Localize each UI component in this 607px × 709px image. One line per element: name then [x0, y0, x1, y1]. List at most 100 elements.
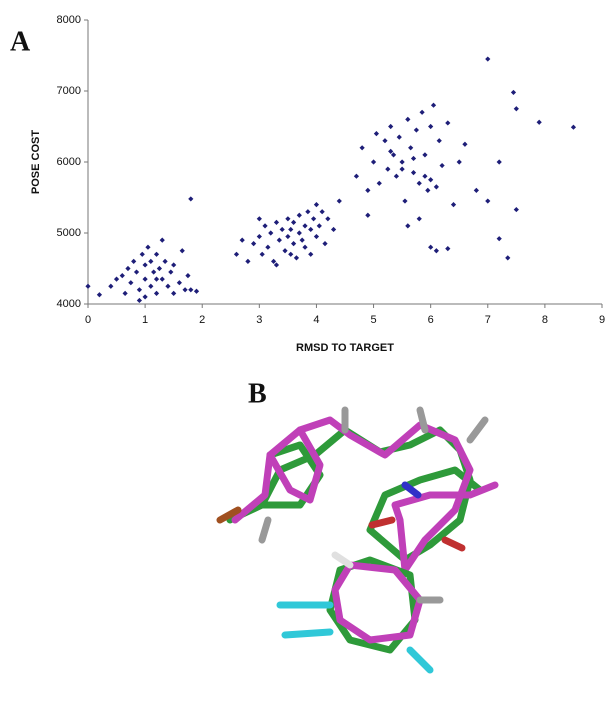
point	[365, 213, 370, 218]
point	[360, 145, 365, 150]
point	[185, 273, 190, 278]
point	[257, 234, 262, 239]
x-tick-label: 1	[142, 314, 148, 326]
point	[308, 227, 313, 232]
point	[257, 216, 262, 221]
point	[320, 209, 325, 214]
point	[437, 138, 442, 143]
point	[120, 273, 125, 278]
point	[171, 262, 176, 267]
point	[85, 284, 90, 289]
point	[439, 163, 444, 168]
point	[160, 238, 165, 243]
x-tick-label: 4	[313, 314, 319, 326]
point	[428, 124, 433, 129]
point	[411, 156, 416, 161]
point	[137, 298, 142, 303]
point	[171, 291, 176, 296]
point	[282, 248, 287, 253]
point	[148, 284, 153, 289]
x-axis-label: RMSD TO TARGET	[296, 342, 394, 354]
point	[514, 106, 519, 111]
point	[165, 284, 170, 289]
point	[143, 294, 148, 299]
x-tick-label: 9	[599, 314, 605, 326]
point	[417, 216, 422, 221]
molecule	[220, 410, 495, 670]
point	[157, 266, 162, 271]
point	[251, 241, 256, 246]
point	[140, 252, 145, 257]
point	[114, 277, 119, 282]
point	[297, 230, 302, 235]
point	[414, 127, 419, 132]
point	[288, 252, 293, 257]
point	[297, 213, 302, 218]
figure: A B RMSD TO TARGET POSE COST 40005000600…	[0, 0, 607, 704]
point	[571, 125, 576, 130]
point	[397, 135, 402, 140]
point	[154, 277, 159, 282]
point	[143, 262, 148, 267]
point	[317, 223, 322, 228]
point	[123, 291, 128, 296]
x-tick-label: 5	[370, 314, 376, 326]
point	[405, 223, 410, 228]
x-tick-label: 2	[199, 314, 205, 326]
point	[300, 238, 305, 243]
x-tick-label: 6	[428, 314, 434, 326]
point	[182, 287, 187, 292]
point	[462, 142, 467, 147]
point	[302, 245, 307, 250]
point	[240, 238, 245, 243]
point	[422, 152, 427, 157]
point	[277, 238, 282, 243]
point	[474, 188, 479, 193]
point	[394, 174, 399, 179]
point	[194, 289, 199, 294]
point	[291, 241, 296, 246]
point	[294, 255, 299, 260]
point	[151, 269, 156, 274]
point	[382, 138, 387, 143]
point	[374, 131, 379, 136]
point	[388, 149, 393, 154]
point	[108, 284, 113, 289]
point	[420, 110, 425, 115]
point	[497, 159, 502, 164]
point	[451, 202, 456, 207]
point	[145, 245, 150, 250]
point	[431, 103, 436, 108]
point	[511, 90, 516, 95]
point	[497, 236, 502, 241]
point	[402, 198, 407, 203]
point	[505, 255, 510, 260]
point	[400, 159, 405, 164]
point	[134, 269, 139, 274]
point	[308, 252, 313, 257]
point	[314, 234, 319, 239]
x-tick-label: 8	[542, 314, 548, 326]
point	[285, 216, 290, 221]
y-tick-label: 8000	[57, 14, 81, 26]
point	[302, 223, 307, 228]
point	[234, 252, 239, 257]
point	[325, 216, 330, 221]
point	[425, 188, 430, 193]
y-tick-label: 4000	[57, 298, 81, 310]
panel-label: A	[10, 26, 31, 57]
point	[305, 209, 310, 214]
point	[411, 170, 416, 175]
point	[434, 248, 439, 253]
point	[271, 259, 276, 264]
point	[285, 234, 290, 239]
panel-label: B	[248, 378, 267, 409]
point	[131, 259, 136, 264]
point	[177, 280, 182, 285]
point	[331, 227, 336, 232]
point	[377, 181, 382, 186]
point	[314, 202, 319, 207]
y-tick-label: 5000	[57, 227, 81, 239]
point	[391, 152, 396, 157]
point	[371, 159, 376, 164]
